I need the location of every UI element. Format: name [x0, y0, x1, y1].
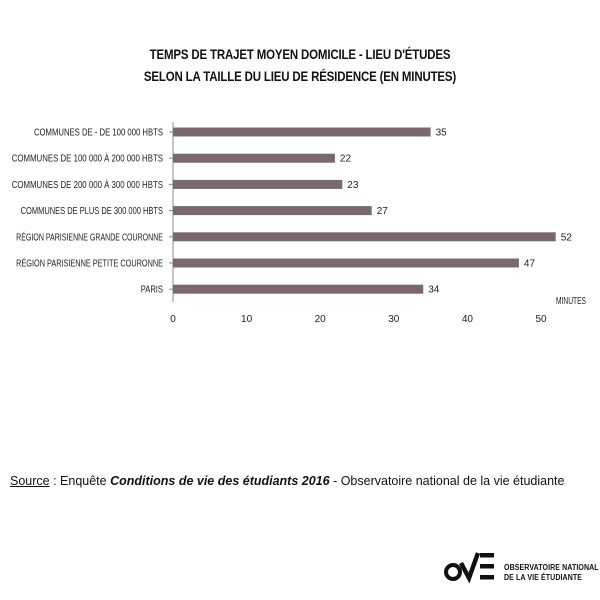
- x-tick-label: 50: [535, 314, 547, 325]
- data-label: 34: [428, 285, 440, 296]
- category-label: PARIS: [141, 285, 163, 296]
- x-tick-label: 0: [170, 314, 176, 325]
- data-label: 27: [377, 206, 389, 217]
- bar: [173, 284, 424, 294]
- data-label: 23: [347, 180, 359, 191]
- category-label: COMMUNES DE 200 000 À 300 000 HBTS: [12, 178, 164, 191]
- x-axis-unit-label: MINUTES: [556, 296, 586, 307]
- x-tick-label: 40: [462, 314, 474, 325]
- logo-text-line-2: DE LA VIE ÉTUDIANTE: [504, 573, 583, 582]
- data-label: 47: [524, 259, 536, 270]
- category-label: COMMUNES DE PLUS DE 300 000 HBTS: [21, 206, 164, 217]
- category-label: COMMUNES DE - DE 100 000 HBTS: [34, 128, 163, 139]
- source-suffix: - Observatoire national de la vie étudia…: [329, 474, 565, 488]
- x-tick-label: 10: [241, 314, 253, 325]
- bar: [173, 232, 556, 242]
- x-tick-label: 20: [315, 314, 327, 325]
- ove-logo-icon: [444, 552, 494, 584]
- logo-text-line-1: OBSERVATOIRE NATIONAL: [504, 563, 599, 572]
- source-note: Source : Enquête Conditions de vie des é…: [10, 474, 564, 488]
- category-label: RÉGION PARISIENNE GRANDE COURONNE: [16, 230, 163, 243]
- bar: [173, 127, 431, 137]
- bar: [173, 153, 335, 163]
- chart-title-line-2: SELON LA TAILLE DU LIEU DE RÉSIDENCE (EN…: [143, 68, 457, 84]
- chart-title-line-1: TEMPS DE TRAJET MOYEN DOMICILE - LIEU D'…: [149, 46, 451, 62]
- bar: [173, 258, 519, 268]
- category-label: COMMUNES DE 100 000 À 200 000 HBTS: [12, 152, 164, 165]
- x-tick-label: 30: [388, 314, 400, 325]
- source-label: Source: [10, 474, 50, 488]
- logo-text: OBSERVATOIRE NATIONAL DE LA VIE ÉTUDIANT…: [504, 563, 599, 583]
- source-prefix: : Enquête: [49, 474, 111, 488]
- category-label: RÉGION PARISIENNE PETITE COURONNE: [16, 257, 163, 270]
- bar: [173, 179, 343, 189]
- data-label: 22: [340, 154, 352, 165]
- data-label: 35: [436, 128, 448, 139]
- source-survey-name: Conditions de vie des étudiants 2016: [110, 474, 330, 488]
- bar: [173, 206, 372, 216]
- data-label: 52: [561, 232, 573, 243]
